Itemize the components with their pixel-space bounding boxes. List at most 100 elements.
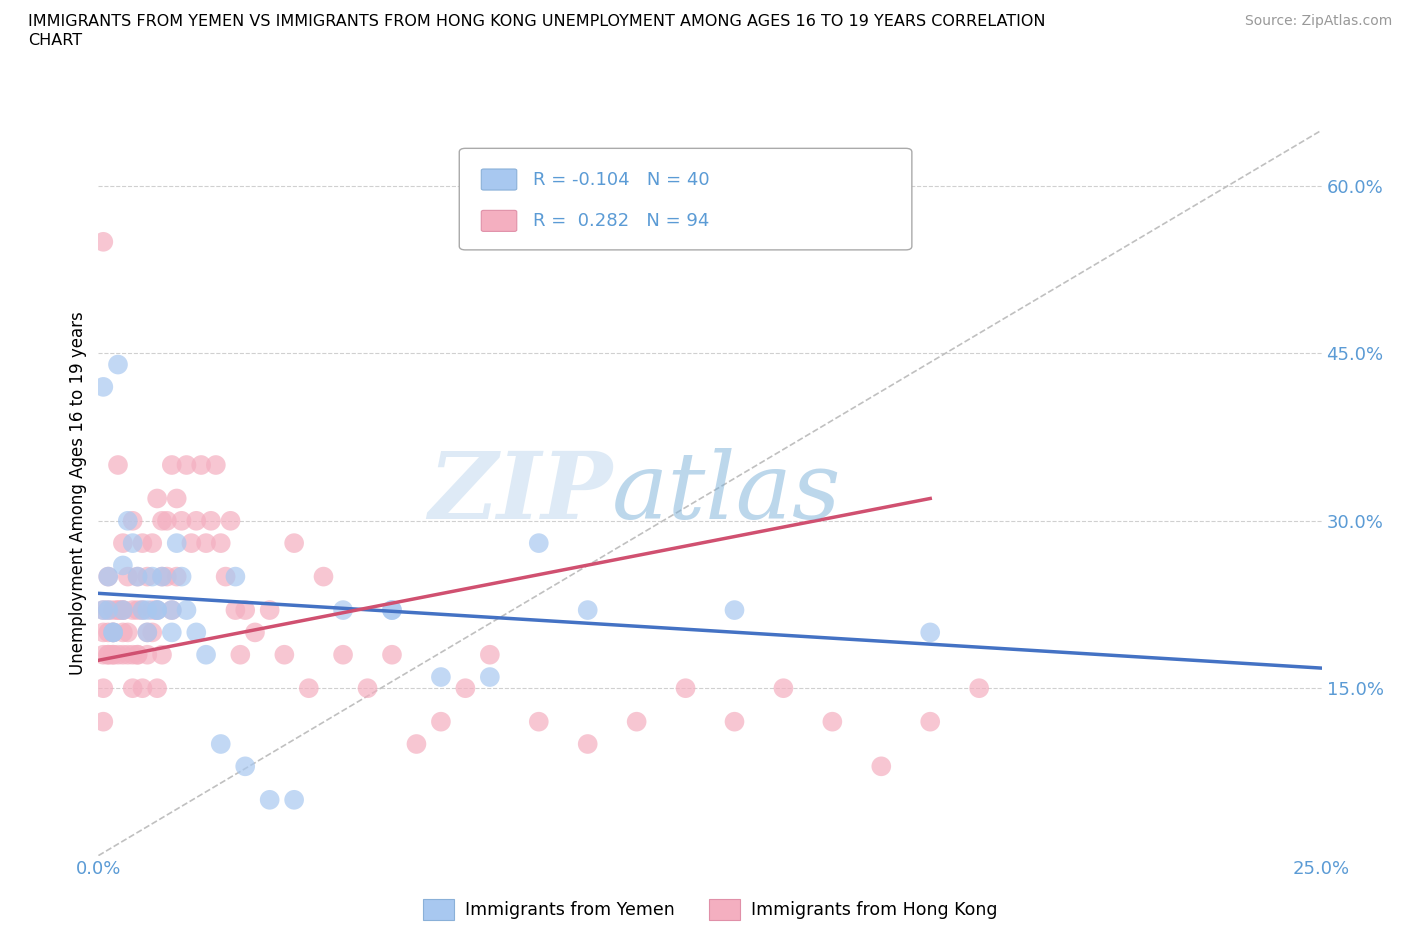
Point <box>97 569 120 584</box>
Point <box>576 603 599 618</box>
Point <box>111 647 134 662</box>
Point <box>107 603 129 618</box>
Point <box>527 714 550 729</box>
Point <box>111 558 134 573</box>
Point <box>166 491 188 506</box>
Point <box>160 603 183 618</box>
Point <box>117 513 139 528</box>
Point <box>136 625 159 640</box>
Point <box>91 379 114 394</box>
Point <box>136 603 159 618</box>
Point <box>131 603 153 618</box>
Point <box>91 603 114 618</box>
Point <box>259 792 281 807</box>
Point <box>821 714 844 729</box>
Point <box>101 647 124 662</box>
Point <box>150 569 173 584</box>
Point <box>136 647 159 662</box>
Point <box>101 647 124 662</box>
Point <box>107 357 129 372</box>
Point <box>136 625 159 640</box>
Point <box>723 603 745 618</box>
Point <box>136 569 159 584</box>
Point <box>224 569 246 584</box>
Text: atlas: atlas <box>612 448 842 538</box>
Point <box>920 714 942 729</box>
Point <box>121 681 143 696</box>
Point <box>381 647 404 662</box>
Point <box>101 603 124 618</box>
Point <box>160 603 183 618</box>
FancyBboxPatch shape <box>481 169 517 190</box>
Text: CHART: CHART <box>28 33 82 47</box>
Point <box>224 603 246 618</box>
Point <box>97 569 120 584</box>
Text: Source: ZipAtlas.com: Source: ZipAtlas.com <box>1244 14 1392 28</box>
Point <box>121 536 143 551</box>
Point <box>381 603 404 618</box>
Text: R = -0.104   N = 40: R = -0.104 N = 40 <box>533 170 709 189</box>
Point <box>176 603 198 618</box>
Text: ZIP: ZIP <box>427 448 612 538</box>
FancyBboxPatch shape <box>481 210 517 232</box>
Point <box>97 603 120 618</box>
Point <box>131 536 153 551</box>
Point <box>97 625 120 640</box>
Point <box>166 569 188 584</box>
Point <box>381 603 404 618</box>
Point <box>91 234 114 249</box>
Point <box>91 625 114 640</box>
Point <box>146 603 169 618</box>
Point <box>111 603 134 618</box>
Point <box>233 759 256 774</box>
Point <box>527 536 550 551</box>
Point <box>283 536 305 551</box>
Point <box>121 513 143 528</box>
Point <box>214 569 236 584</box>
Point <box>156 569 179 584</box>
Text: R =  0.282   N = 94: R = 0.282 N = 94 <box>533 212 709 230</box>
Point <box>233 603 256 618</box>
Point <box>626 714 648 729</box>
Point <box>101 625 124 640</box>
Point <box>111 603 134 618</box>
Point <box>146 681 169 696</box>
Point <box>454 681 477 696</box>
Point <box>166 536 188 551</box>
Point <box>870 759 893 774</box>
Point <box>229 647 252 662</box>
Point <box>430 670 453 684</box>
Point <box>200 513 222 528</box>
Point <box>91 603 114 618</box>
Point <box>675 681 697 696</box>
Point <box>146 603 169 618</box>
Point <box>170 569 193 584</box>
Point <box>405 737 427 751</box>
Point <box>127 603 149 618</box>
Point <box>478 670 501 684</box>
Y-axis label: Unemployment Among Ages 16 to 19 years: Unemployment Among Ages 16 to 19 years <box>69 311 87 675</box>
Point <box>176 458 198 472</box>
Point <box>91 681 114 696</box>
Point <box>195 536 218 551</box>
Point <box>243 625 266 640</box>
Point <box>259 603 281 618</box>
Point <box>146 603 169 618</box>
Point <box>101 625 124 640</box>
Point <box>150 513 173 528</box>
Point <box>117 569 139 584</box>
Point <box>117 647 139 662</box>
Point <box>141 536 163 551</box>
Point <box>273 647 295 662</box>
Point <box>97 647 120 662</box>
Point <box>111 603 134 618</box>
Text: IMMIGRANTS FROM YEMEN VS IMMIGRANTS FROM HONG KONG UNEMPLOYMENT AMONG AGES 16 TO: IMMIGRANTS FROM YEMEN VS IMMIGRANTS FROM… <box>28 14 1046 29</box>
Point <box>190 458 212 472</box>
Point <box>298 681 321 696</box>
Point <box>332 603 354 618</box>
Point <box>107 603 129 618</box>
Point <box>150 647 173 662</box>
Point <box>150 569 173 584</box>
Point <box>127 647 149 662</box>
Point <box>478 647 501 662</box>
